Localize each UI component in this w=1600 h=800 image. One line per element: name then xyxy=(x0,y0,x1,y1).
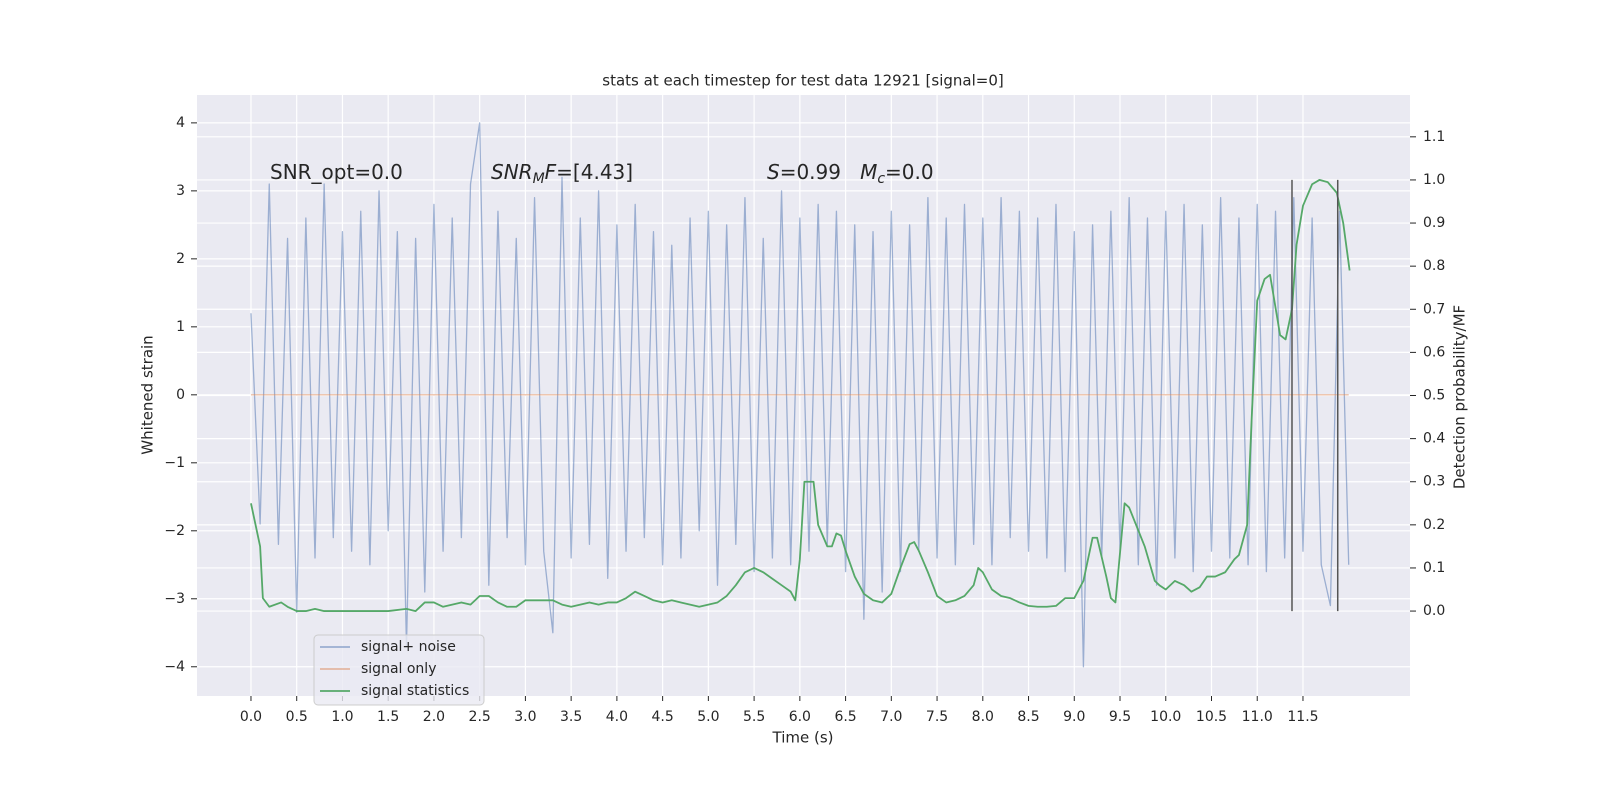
annotation: SNR_opt=0.0 xyxy=(270,160,403,184)
x-tick-label: 4.0 xyxy=(606,709,628,725)
y2-tick-label: 0.7 xyxy=(1423,301,1445,317)
annotation-part: =[4.43] xyxy=(556,160,633,184)
x-tick-label: 8.0 xyxy=(972,709,994,725)
y-tick-label: 0 xyxy=(176,387,185,403)
y2-tick-label: 0.8 xyxy=(1423,258,1445,274)
axes: 0.0 0.5 1.0 1.5 2.0 2.5 3.0 3.5 4.0 4.5 5.0 5.5 6.0 6… xyxy=(164,115,1445,725)
y2-tick-label: 0.1 xyxy=(1423,560,1445,576)
y-tick-label: −3 xyxy=(164,591,185,607)
y2-tick-label: 0.9 xyxy=(1423,215,1445,231)
y-tick-label: −1 xyxy=(164,455,185,471)
series-line xyxy=(250,122,1350,668)
x-tick-label: 11.5 xyxy=(1287,709,1318,725)
legend-box xyxy=(313,634,485,706)
annotation-part: c xyxy=(877,171,885,187)
y2-tick-label: 1.0 xyxy=(1423,172,1445,188)
y-tick-label: 2 xyxy=(176,251,185,267)
y2-tick-label: 0.5 xyxy=(1423,388,1445,404)
x-axis-label: Time (s) xyxy=(772,729,834,747)
y2-tick-label: 0.4 xyxy=(1423,431,1445,447)
y2-axis-label: Detection probability/MF xyxy=(1451,305,1469,489)
legend-label: signal only xyxy=(361,661,436,677)
y-axis-label: Whitened strain xyxy=(139,335,157,454)
x-tick-label: 1.5 xyxy=(377,709,399,725)
annotation: S=0.99 Mc=0.0 xyxy=(767,160,934,188)
grid xyxy=(197,95,1410,696)
y2-tick-label: 1.1 xyxy=(1423,129,1445,145)
y-tick-label: −4 xyxy=(164,659,185,675)
x-tick-label: 10.5 xyxy=(1196,709,1227,725)
legend-label: signal statistics xyxy=(361,683,469,699)
x-tick-label: 0.5 xyxy=(286,709,308,725)
x-tick-label: 3.5 xyxy=(560,709,582,725)
annotation-part: M xyxy=(860,160,877,184)
x-tick-label: 0.0 xyxy=(240,709,262,725)
y2-tick-label: 0.6 xyxy=(1423,344,1445,360)
series-line xyxy=(250,179,1351,612)
y-tick-label: 4 xyxy=(176,115,185,131)
y2-tick-label: 0.2 xyxy=(1423,517,1445,533)
x-tick-label: 8.5 xyxy=(1017,709,1039,725)
x-tick-label: 2.0 xyxy=(423,709,445,725)
annotation-part: SNR xyxy=(491,160,533,184)
x-tick-label: 10.0 xyxy=(1150,709,1181,725)
x-tick-label: 2.5 xyxy=(469,709,491,725)
x-tick-label: 7.5 xyxy=(926,709,948,725)
y-tick-label: −2 xyxy=(164,523,185,539)
annotation-part: S xyxy=(767,160,780,184)
x-tick-label: 4.5 xyxy=(651,709,673,725)
x-tick-label: 5.5 xyxy=(743,709,765,725)
annotation-part: M xyxy=(533,171,545,187)
x-tick-label: 5.0 xyxy=(697,709,719,725)
annotation-part: SNR_opt=0.0 xyxy=(270,160,403,184)
x-tick-label: 9.0 xyxy=(1063,709,1085,725)
y-tick-label: 1 xyxy=(176,319,185,335)
x-tick-label: 11.0 xyxy=(1242,709,1273,725)
x-tick-label: 7.0 xyxy=(880,709,902,725)
x-tick-label: 3.0 xyxy=(514,709,536,725)
annotation-part: =0.0 xyxy=(885,160,934,184)
annotation-part: F xyxy=(545,160,557,184)
y2-tick-label: 0.3 xyxy=(1423,474,1445,490)
x-tick-label: 6.5 xyxy=(834,709,856,725)
x-tick-label: 6.0 xyxy=(789,709,811,725)
x-tick-label: 1.0 xyxy=(331,709,353,725)
annotation-part: =0.99 xyxy=(780,160,860,184)
marks xyxy=(250,122,1351,668)
legend-label: signal+ noise xyxy=(361,639,456,655)
x-tick-label: 9.5 xyxy=(1109,709,1131,725)
chart-title: stats at each timestep for test data 129… xyxy=(602,72,1003,90)
y-tick-label: 3 xyxy=(176,183,185,199)
y2-tick-label: 0.0 xyxy=(1423,603,1445,619)
annotation: SNRMF=[4.43] xyxy=(491,160,633,188)
